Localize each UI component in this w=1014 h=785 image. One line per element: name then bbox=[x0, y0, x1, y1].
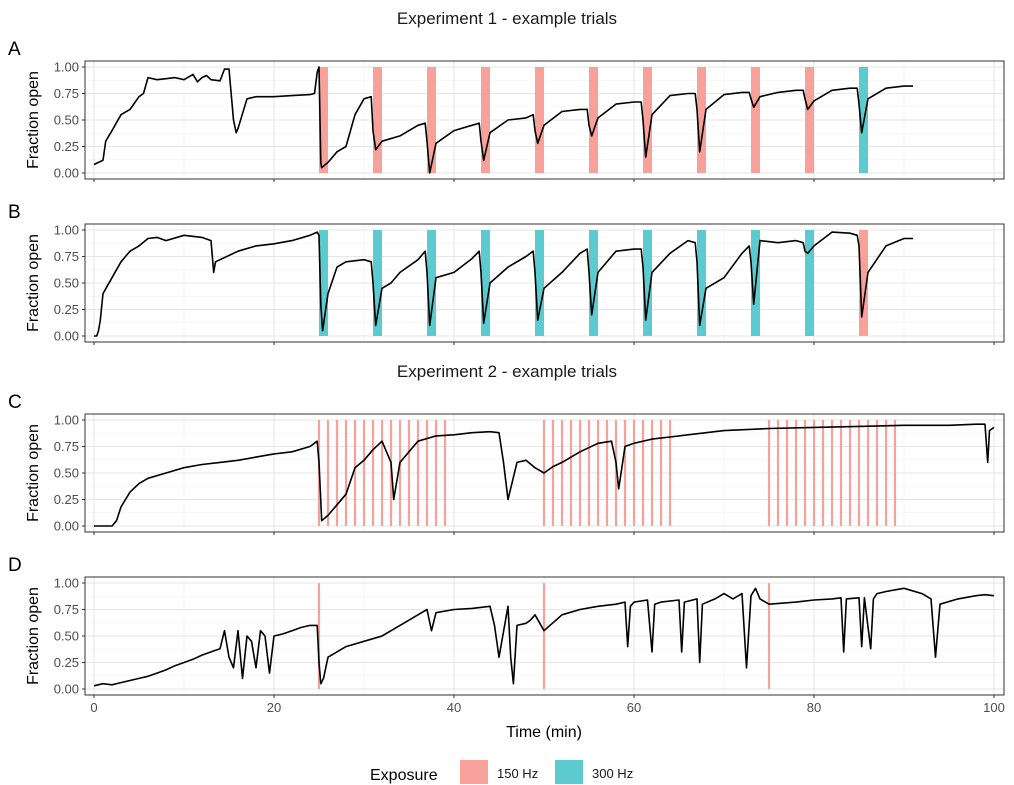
x-tick-label: 0 bbox=[90, 700, 97, 715]
exposure-band bbox=[319, 67, 328, 173]
y-axis-title: Fraction open bbox=[25, 424, 42, 522]
section-title-1: Experiment 1 - example trials bbox=[397, 9, 617, 28]
y-tick-label: 0.50 bbox=[54, 113, 79, 128]
exposure-band bbox=[643, 230, 652, 336]
panel-label: B bbox=[8, 202, 21, 223]
exposure-band bbox=[427, 67, 436, 173]
section-title-2: Experiment 2 - example trials bbox=[397, 362, 617, 381]
exposure-band bbox=[805, 230, 814, 336]
legend-key-150hz bbox=[460, 760, 488, 784]
y-tick-label: 0.75 bbox=[54, 249, 79, 264]
exposure-band bbox=[535, 67, 544, 173]
y-tick-label: 1.00 bbox=[54, 576, 79, 591]
exposure-band bbox=[589, 230, 598, 336]
exposure-band bbox=[697, 230, 706, 336]
exposure-band bbox=[319, 230, 328, 336]
x-tick-label: 40 bbox=[447, 700, 461, 715]
exposure-band bbox=[751, 67, 760, 173]
exposure-band bbox=[427, 230, 436, 336]
exposure-band bbox=[805, 67, 814, 173]
y-tick-label: 0.00 bbox=[54, 166, 79, 181]
y-tick-label: 0.75 bbox=[54, 439, 79, 454]
y-tick-label: 0.25 bbox=[54, 302, 79, 317]
y-tick-label: 1.00 bbox=[54, 413, 79, 428]
y-tick-label: 0.00 bbox=[54, 519, 79, 534]
exposure-band bbox=[589, 67, 598, 173]
x-tick-label: 60 bbox=[627, 700, 641, 715]
y-tick-label: 0.25 bbox=[54, 492, 79, 507]
y-tick-label: 0.25 bbox=[54, 655, 79, 670]
legend-key-300hz bbox=[555, 760, 583, 784]
exposure-band bbox=[481, 230, 490, 336]
exposure-band bbox=[643, 67, 652, 173]
y-tick-label: 0.75 bbox=[54, 602, 79, 617]
y-tick-label: 0.50 bbox=[54, 629, 79, 644]
series-line-C bbox=[94, 423, 995, 527]
y-tick-label: 0.50 bbox=[54, 276, 79, 291]
y-tick-label: 0.00 bbox=[54, 329, 79, 344]
y-axis-title: Fraction open bbox=[25, 587, 42, 685]
legend: Exposure 150 Hz 300 Hz bbox=[370, 760, 633, 784]
y-tick-label: 0.75 bbox=[54, 86, 79, 101]
y-tick-label: 0.00 bbox=[54, 682, 79, 697]
x-tick-label: 20 bbox=[267, 700, 281, 715]
exposure-band bbox=[373, 67, 382, 173]
series-line-D bbox=[93, 587, 995, 687]
y-axis-title: Fraction open bbox=[25, 71, 42, 169]
y-tick-label: 0.25 bbox=[54, 139, 79, 154]
series-line-A bbox=[93, 66, 913, 174]
y-tick-label: 1.00 bbox=[54, 223, 79, 238]
exposure-band bbox=[481, 67, 490, 173]
series-line-B bbox=[94, 231, 913, 337]
x-tick-label: 100 bbox=[983, 700, 1005, 715]
x-tick-label: 80 bbox=[807, 700, 821, 715]
exposure-band bbox=[697, 67, 706, 173]
panel-label: A bbox=[8, 39, 21, 60]
exposure-band bbox=[373, 230, 382, 336]
legend-label-150hz: 150 Hz bbox=[497, 766, 538, 781]
panel-D: 0.00 0.25 0.50 0.75 1.00 0 20 40 60 80 100 DFractio… bbox=[8, 555, 1005, 715]
y-tick-label: 0.50 bbox=[54, 466, 79, 481]
legend-label-300hz: 300 Hz bbox=[592, 766, 633, 781]
legend-title: Exposure bbox=[370, 767, 438, 784]
y-tick-label: 1.00 bbox=[54, 60, 79, 75]
x-axis-title: Time (min) bbox=[506, 724, 582, 741]
exposure-band bbox=[859, 230, 868, 336]
panel-label: C bbox=[8, 392, 22, 413]
exposure-band bbox=[535, 230, 544, 336]
y-axis-title: Fraction open bbox=[25, 234, 42, 332]
panel-label: D bbox=[8, 555, 22, 576]
